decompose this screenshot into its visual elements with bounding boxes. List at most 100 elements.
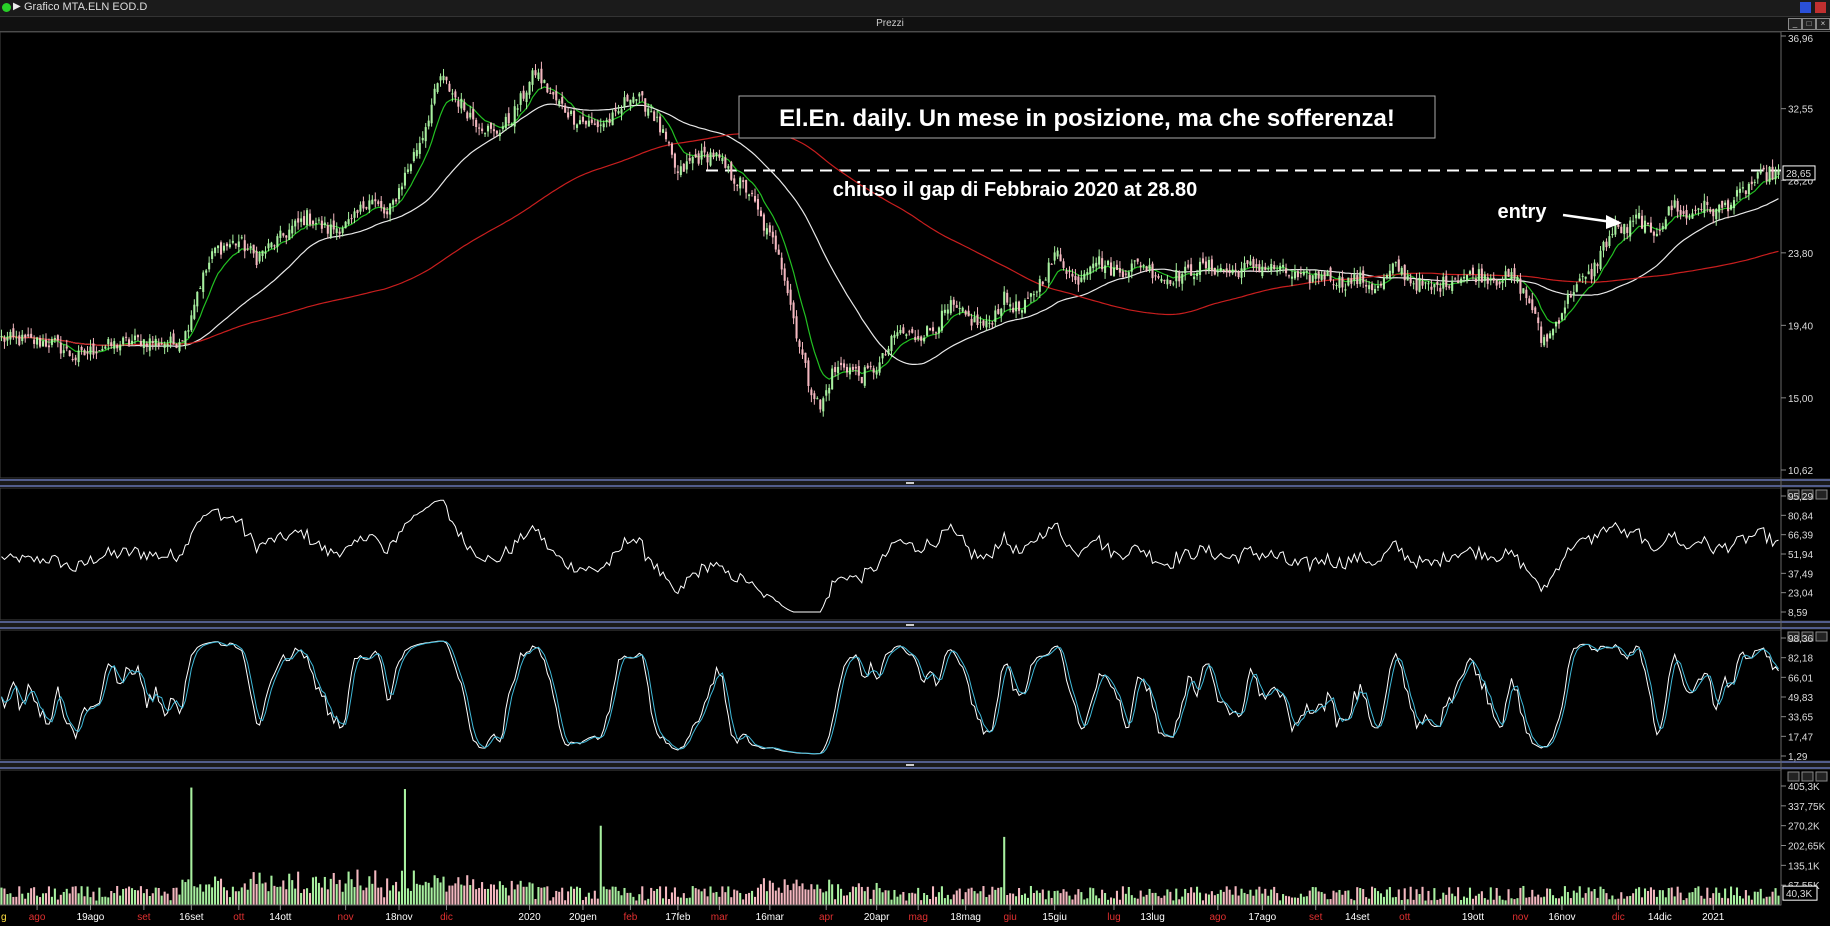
- candle-body: [1216, 271, 1219, 273]
- candle-body: [89, 346, 92, 355]
- candle-body: [1617, 224, 1620, 227]
- candle-body: [338, 231, 341, 234]
- panel-maximize-button[interactable]: □: [1802, 18, 1816, 30]
- candle-body: [590, 119, 593, 123]
- volume-bar: [56, 899, 59, 905]
- panel-minimize-button[interactable]: _: [1788, 18, 1802, 30]
- candle-body: [1445, 275, 1448, 287]
- candle-body: [1477, 269, 1480, 281]
- volume-bar: [991, 886, 994, 905]
- price-y-tick-label: 23,80: [1788, 249, 1813, 260]
- candle-body: [430, 104, 433, 124]
- candle-body: [30, 333, 33, 338]
- candle-body: [113, 341, 116, 349]
- candle-body: [1255, 264, 1258, 267]
- x-tick-label: mag: [908, 912, 927, 923]
- volume-bar: [1270, 889, 1273, 905]
- panel-close-button[interactable]: [1815, 489, 1828, 500]
- panel-maximize-button[interactable]: [1801, 771, 1814, 782]
- panel-maximize-button[interactable]: [1801, 631, 1814, 642]
- panel-close-button[interactable]: [1815, 631, 1828, 642]
- volume-bar: [1721, 897, 1724, 905]
- candle-body: [1160, 278, 1163, 282]
- candle-body: [130, 340, 134, 345]
- candle-body: [1080, 277, 1083, 282]
- candle-body: [759, 210, 762, 217]
- candle-body: [1252, 259, 1255, 269]
- candle-body: [543, 80, 546, 83]
- volume-bar: [1468, 887, 1472, 905]
- osc2-y-tick-label: 82,18: [1788, 654, 1813, 665]
- volume-bar: [783, 879, 786, 905]
- volume-bar: [789, 890, 792, 905]
- panel-minimize-button[interactable]: [1787, 631, 1800, 642]
- close-window-icon[interactable]: [1815, 2, 1826, 13]
- panel-close-button[interactable]: [1815, 771, 1828, 782]
- candle-body: [1525, 289, 1528, 299]
- window-arrow-icon[interactable]: ▶: [13, 1, 21, 12]
- candle-body: [840, 362, 843, 366]
- volume-bar: [1347, 890, 1350, 905]
- candle-body: [656, 116, 659, 118]
- candle-body: [712, 152, 715, 158]
- candle-body: [341, 228, 344, 234]
- candle-body: [908, 331, 911, 333]
- candle-body: [1593, 262, 1596, 277]
- volume-bar: [1489, 887, 1492, 905]
- candle-body: [71, 359, 74, 361]
- candle-body: [77, 350, 80, 363]
- candle-body: [175, 344, 178, 349]
- volume-bar: [98, 887, 101, 905]
- volume-bar: [771, 882, 774, 905]
- volume-bar: [659, 886, 662, 905]
- volume-bar: [107, 897, 110, 905]
- volume-bar: [371, 883, 374, 905]
- volume-bar: [703, 888, 706, 905]
- candle-body: [142, 339, 145, 349]
- volume-bar: [258, 872, 261, 905]
- volume-bar: [1020, 894, 1024, 905]
- volume-bar: [816, 884, 819, 905]
- panel-separator[interactable]: [0, 478, 1830, 488]
- candle-body: [1038, 279, 1041, 292]
- volume-bar: [397, 891, 401, 905]
- volume-bar: [700, 891, 703, 905]
- volume-bar: [1477, 893, 1480, 905]
- volume-bar: [228, 897, 231, 905]
- volume-bar: [65, 888, 68, 905]
- candle-body: [685, 161, 688, 170]
- candle-body: [765, 228, 768, 235]
- candle-body: [884, 354, 887, 356]
- candle-body: [392, 200, 395, 205]
- candle-body: [914, 336, 917, 341]
- candle-body: [486, 125, 490, 132]
- candle-body: [314, 222, 317, 224]
- candle-body: [389, 203, 392, 215]
- candle-body: [842, 363, 846, 368]
- volume-bar: [0, 887, 3, 905]
- candle-body: [252, 244, 255, 254]
- volume-bar: [1605, 893, 1608, 905]
- panel-separator[interactable]: [0, 760, 1830, 770]
- status-dot-icon: [2, 3, 11, 12]
- restore-window-icon[interactable]: [1800, 2, 1811, 13]
- candle-body: [700, 150, 703, 160]
- candle-body: [905, 334, 908, 336]
- volume-bar: [1148, 888, 1151, 905]
- panel-separator[interactable]: [0, 620, 1830, 630]
- volume-bar: [519, 880, 522, 905]
- candle-body: [41, 341, 45, 347]
- volume-bar: [104, 896, 107, 905]
- panel-minimize-button[interactable]: [1787, 489, 1800, 500]
- volume-bar: [83, 896, 86, 905]
- candle-body: [395, 199, 398, 202]
- panel-minimize-button[interactable]: [1787, 771, 1800, 782]
- candle-body: [771, 231, 774, 238]
- candle-body: [822, 398, 825, 412]
- volume-bar: [694, 888, 697, 905]
- panel-maximize-button[interactable]: [1801, 489, 1814, 500]
- volume-bar: [433, 875, 436, 905]
- volume-bar: [1139, 890, 1142, 905]
- volume-bar: [445, 891, 448, 905]
